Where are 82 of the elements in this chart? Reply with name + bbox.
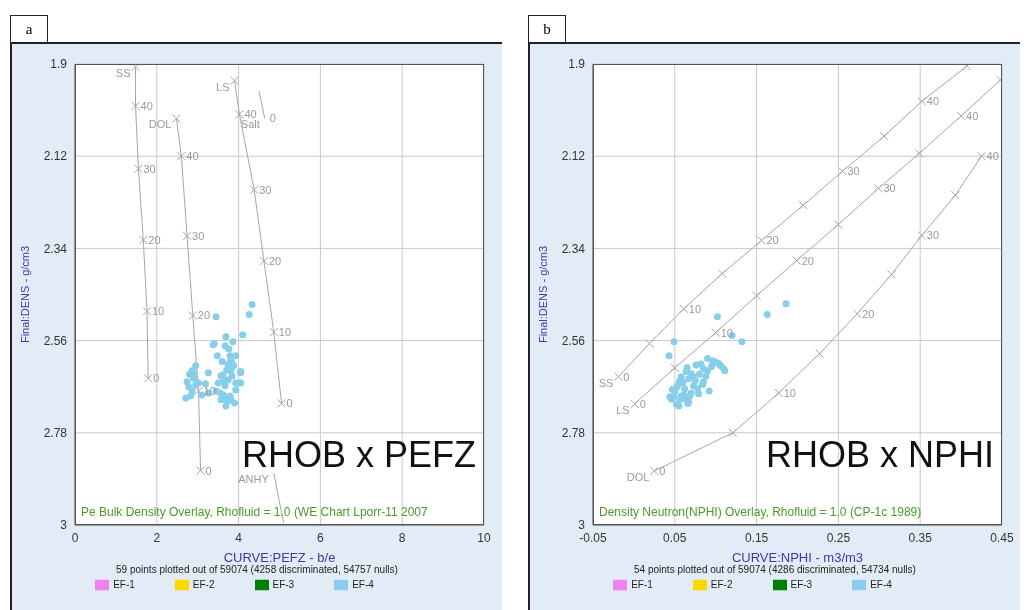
annotation: 30: [883, 182, 896, 195]
annotation: 10: [278, 326, 292, 339]
annotation: 0: [659, 464, 666, 477]
legend-label: EF-4: [870, 578, 892, 590]
legend-label: EF-1: [113, 578, 135, 590]
x-tick-label: 0.35: [908, 530, 933, 545]
y-tick-label: 2.12: [43, 149, 68, 164]
y-tick-label: 2.56: [43, 333, 68, 348]
y-tick-label: 2.56: [561, 333, 586, 348]
text: 59 points plotted out of 59074 (4258 discriminated, 54757 nulls): [115, 564, 399, 575]
y-tick-label: 3: [578, 518, 586, 533]
series-label: LS: [616, 403, 630, 416]
annotation: 10: [720, 326, 733, 339]
annotation: 40: [140, 99, 153, 112]
annotation: 40: [966, 109, 979, 122]
series-label: Salt: [240, 118, 260, 131]
legend-label: EF-4: [352, 578, 374, 590]
annotation: 20: [268, 254, 282, 267]
panel-tab: b: [528, 15, 566, 43]
x-axis-title: CURVE:NPHI - m3/m3: [731, 550, 864, 565]
annotation: 0: [286, 397, 293, 410]
x-tick-label: 0.45: [990, 530, 1014, 545]
y-axis-title: Final:DENS - g/cm3: [536, 245, 549, 344]
y-tick-label: 1.9: [568, 57, 586, 72]
y-tick-label: 1.9: [50, 57, 68, 72]
series-label: LS: [216, 80, 230, 93]
text: RHOB x PEFZ: [241, 434, 476, 475]
x-tick-label: 6: [317, 530, 325, 545]
series-label: SS: [598, 376, 614, 389]
annotation: 0: [639, 397, 646, 410]
y-tick-label: 2.78: [43, 426, 68, 441]
annotation: 0: [623, 370, 630, 383]
annotation: Density Neutron(NPHI) Overlay, Rhofluid = 1.0 (CP-1c 1989): [599, 505, 923, 519]
annotation: 10: [783, 386, 796, 399]
annotation: 20: [862, 307, 875, 320]
y-tick-label: 2.34: [43, 241, 68, 256]
y-tick-label: 2.78: [561, 426, 586, 441]
series-label: DOL: [626, 470, 650, 483]
annotation: 40: [244, 108, 257, 121]
y-tick-label: 3: [60, 518, 68, 533]
x-tick-label: 0.05: [663, 530, 687, 545]
annotation: 30: [926, 229, 940, 242]
annotation: 10: [688, 302, 702, 315]
x-tick-label: 2: [153, 530, 161, 545]
y-tick-label: 2.34: [561, 241, 586, 256]
x-tick-label: 0: [71, 530, 79, 545]
series-label: SS: [115, 66, 131, 79]
annotation: 30: [143, 162, 156, 175]
text: RHOB x NPHI: [765, 434, 994, 476]
annotation: 40: [986, 150, 999, 163]
x-tick-label: 4: [235, 530, 243, 545]
x-tick-label: 8: [398, 530, 406, 545]
annotation: 0: [205, 464, 212, 477]
series-label: ANHY: [238, 473, 270, 486]
annotation: 30: [847, 165, 860, 178]
annotation: 20: [766, 234, 779, 247]
annotation: 20: [148, 234, 161, 247]
panel-tab: a: [10, 15, 48, 43]
x-tick-label: 0.15: [744, 530, 769, 545]
legend-label: EF-3: [272, 578, 295, 590]
annotation: 20: [801, 254, 814, 267]
annotation: 10: [151, 305, 165, 318]
x-tick-label: 10: [477, 530, 491, 545]
annotation: 40: [926, 95, 940, 108]
x-tick-label: 0.25: [826, 530, 851, 545]
annotation: 0: [153, 372, 160, 385]
y-tick-label: 2.12: [561, 149, 586, 164]
y-axis-title: Final:DENS - g/cm3: [18, 245, 31, 344]
legend-label: EF-1: [631, 578, 653, 590]
legend-label: EF-2: [710, 578, 733, 590]
annotation: Pe Bulk Density Overlay, Rhofluid = 1.0 (WE Chart Lporr-11 2007: [81, 505, 429, 519]
annotation: 30: [192, 229, 205, 242]
x-axis-title: CURVE:PEFZ - b/e: [223, 550, 336, 565]
text: 54 points plotted out of 59074 (4286 discriminated, 54734 nulls): [633, 564, 917, 575]
x-tick-label: -0.05: [579, 530, 607, 545]
annotation: 40: [186, 150, 199, 163]
annotation: 20: [197, 309, 211, 322]
annotation: 30: [259, 183, 272, 196]
series-label: DOL: [148, 118, 172, 131]
legend-label: EF-2: [192, 578, 215, 590]
legend-label: EF-3: [790, 578, 813, 590]
annotation: 0: [269, 112, 276, 125]
